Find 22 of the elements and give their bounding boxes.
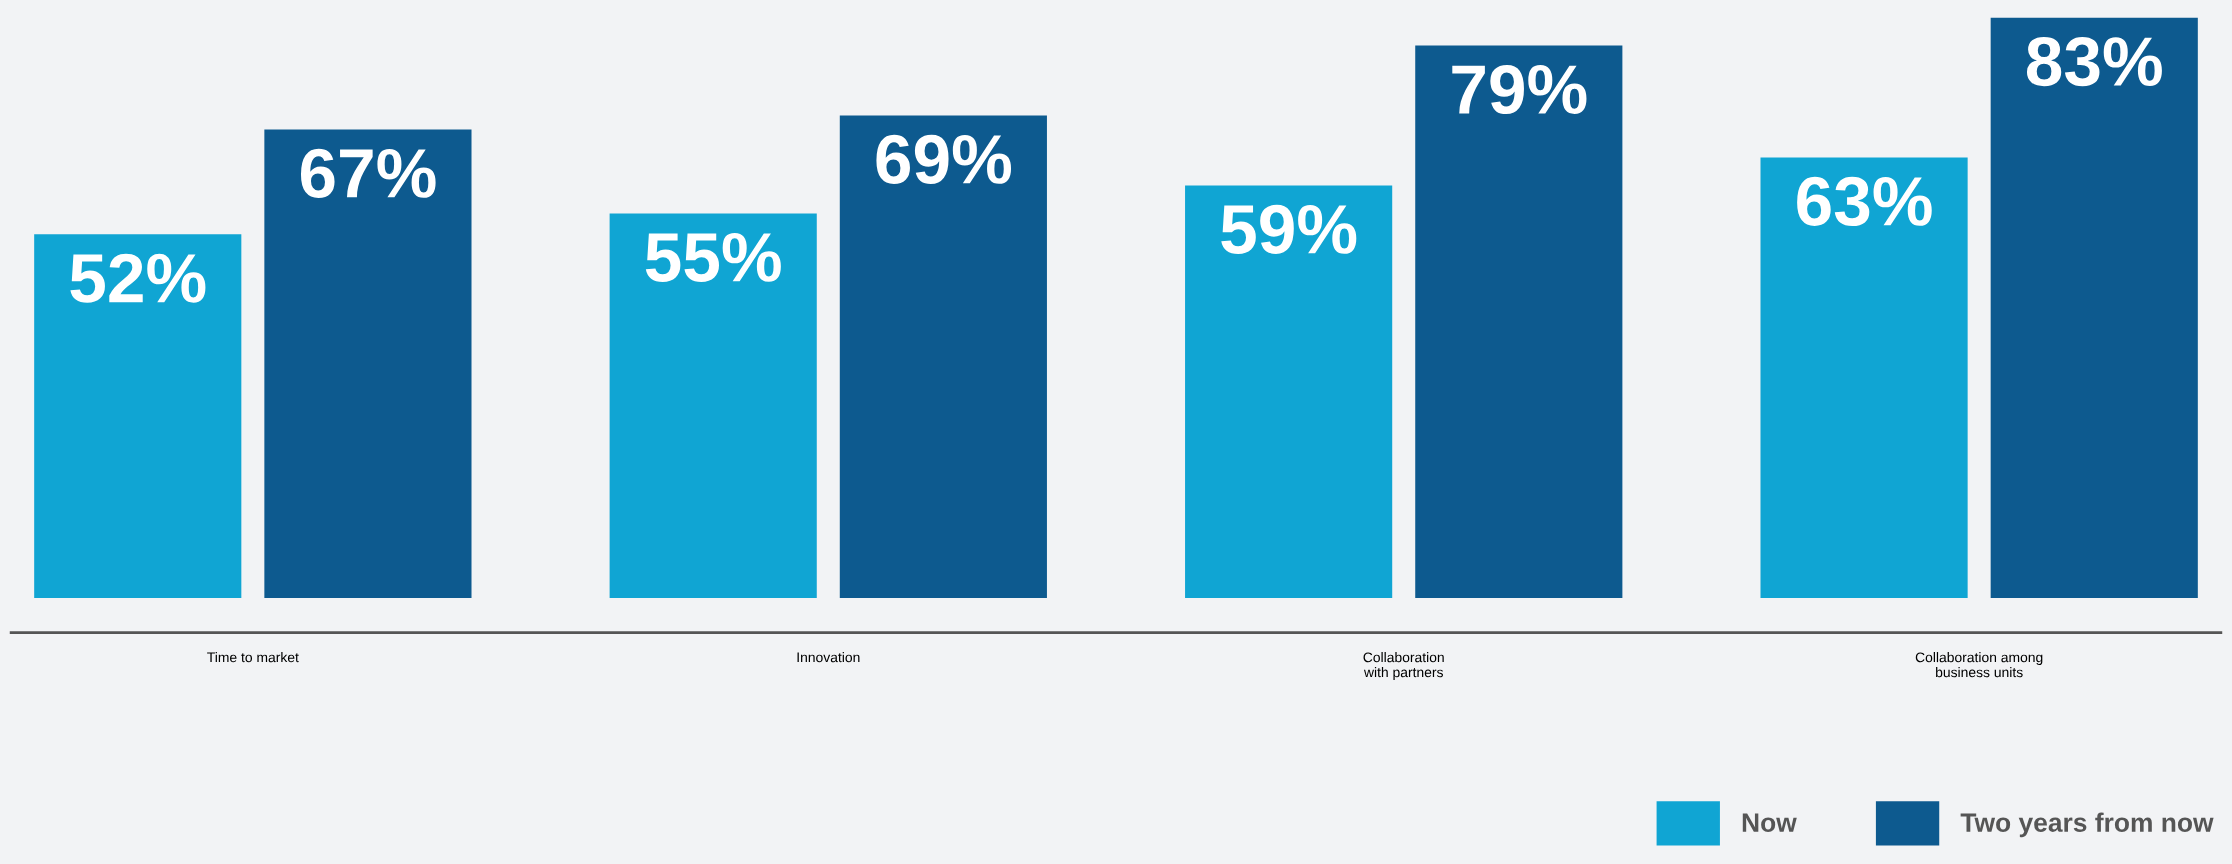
bar (1415, 45, 1623, 598)
data-label: 83% (2026, 36, 2162, 87)
legend-label: Two years from now (1960, 812, 2214, 838)
bar (609, 213, 817, 598)
legend-label: Now (1742, 813, 1797, 832)
bar (34, 234, 242, 598)
data-label: 79% (1452, 64, 1587, 115)
x-tick-label: Innovation (797, 652, 860, 663)
bar (1990, 17, 2198, 598)
data-label: 67% (300, 148, 436, 198)
x-tick-label: Time to market (207, 652, 299, 663)
data-label: 52% (70, 253, 206, 303)
bar (1185, 185, 1393, 598)
data-label: 63% (1797, 176, 1932, 227)
bar (1760, 157, 1968, 598)
bar (264, 129, 472, 598)
data-label: 55% (645, 232, 781, 282)
data-label: 69% (876, 134, 1012, 185)
x-tick-label: Collaboration with partners (1363, 652, 1444, 680)
data-label: 59% (1221, 204, 1357, 254)
x-tick-label: Collaboration among business units (1915, 652, 2043, 678)
bar (839, 115, 1047, 598)
